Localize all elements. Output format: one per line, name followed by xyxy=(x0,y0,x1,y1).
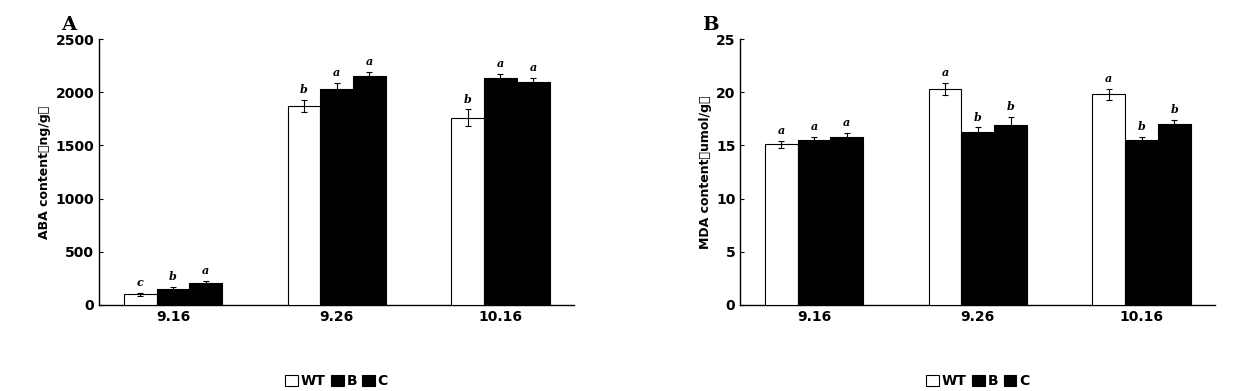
Bar xyxy=(288,106,320,305)
Text: a: a xyxy=(334,68,340,79)
Bar xyxy=(961,132,994,305)
Bar xyxy=(765,144,797,305)
Bar xyxy=(124,294,156,305)
Bar xyxy=(1125,140,1158,305)
Text: B: B xyxy=(702,16,719,34)
Text: A: A xyxy=(61,16,77,34)
Bar xyxy=(831,137,863,305)
Text: b: b xyxy=(1007,101,1014,112)
Text: b: b xyxy=(169,271,177,282)
Bar xyxy=(190,283,222,305)
Bar xyxy=(156,289,190,305)
Bar xyxy=(484,79,517,305)
Text: a: a xyxy=(777,126,785,136)
Bar xyxy=(1092,94,1125,305)
Text: a: a xyxy=(1105,73,1112,84)
Text: a: a xyxy=(366,56,373,67)
Bar xyxy=(929,89,961,305)
Y-axis label: MDA content（umol/g）: MDA content（umol/g） xyxy=(699,95,712,249)
Legend: WT, B, C: WT, B, C xyxy=(280,369,393,391)
Legend: WT, B, C: WT, B, C xyxy=(921,369,1034,391)
Bar xyxy=(451,118,484,305)
Text: a: a xyxy=(941,67,949,78)
Text: b: b xyxy=(464,93,471,104)
Bar xyxy=(517,82,549,305)
Text: a: a xyxy=(843,117,851,128)
Text: b: b xyxy=(973,111,982,123)
Text: a: a xyxy=(497,58,503,70)
Y-axis label: ABA content（ng/g）: ABA content（ng/g） xyxy=(38,106,51,239)
Text: b: b xyxy=(1171,104,1178,115)
Bar xyxy=(1158,124,1190,305)
Bar xyxy=(320,89,353,305)
Bar xyxy=(353,76,386,305)
Bar xyxy=(797,140,831,305)
Text: b: b xyxy=(300,84,308,95)
Text: a: a xyxy=(529,62,537,73)
Bar xyxy=(994,125,1027,305)
Text: b: b xyxy=(1137,121,1146,132)
Text: a: a xyxy=(202,265,210,276)
Text: a: a xyxy=(811,121,817,132)
Text: c: c xyxy=(136,277,144,288)
